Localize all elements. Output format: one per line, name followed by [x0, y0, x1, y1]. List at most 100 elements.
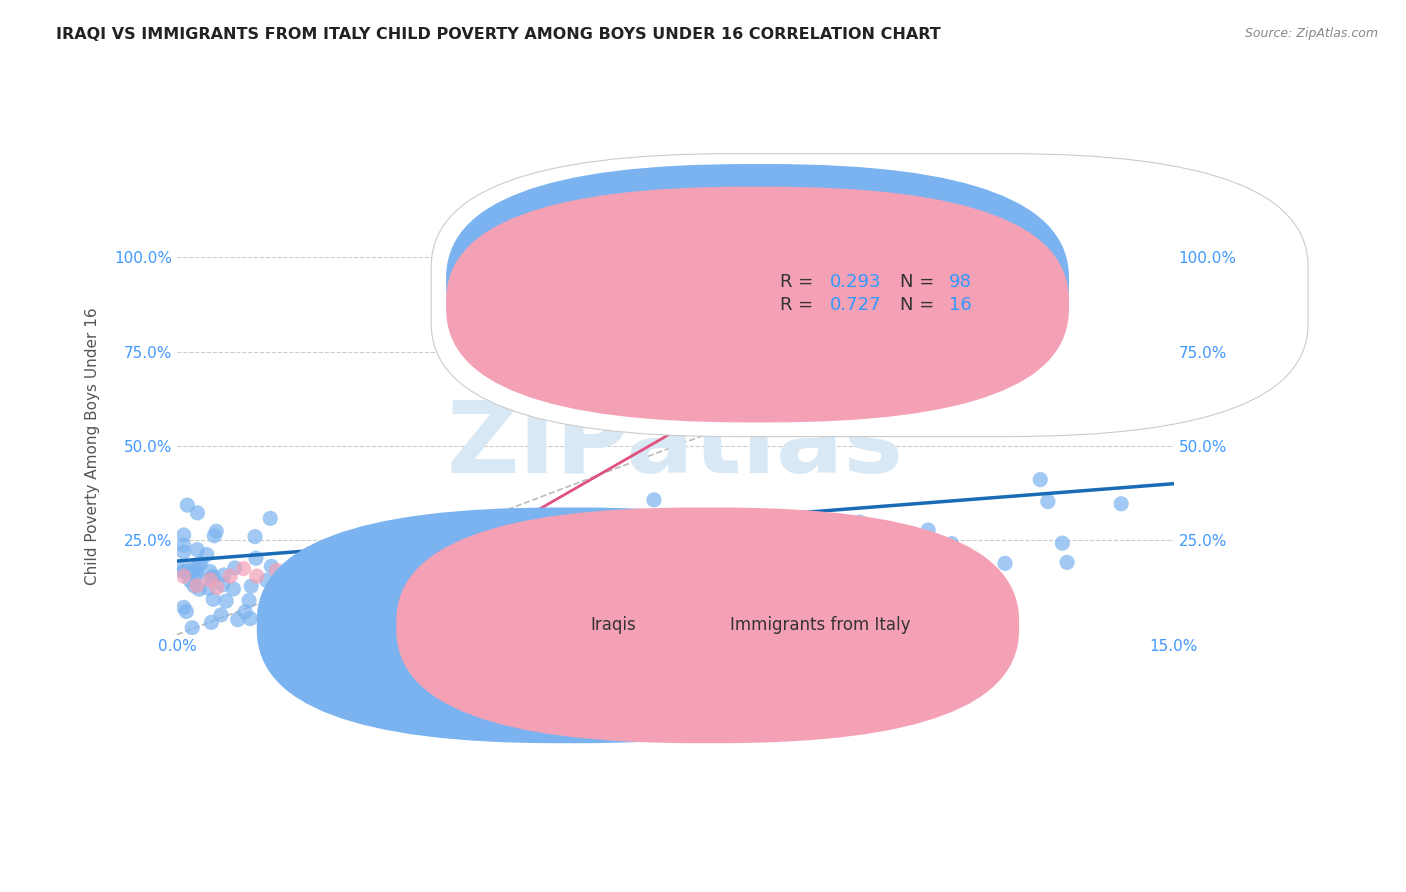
Iraqis — [328, 558, 350, 572]
Iraqis — [752, 519, 775, 533]
Iraqis — [239, 612, 262, 626]
Text: 0.727: 0.727 — [830, 295, 882, 314]
Text: Iraqis: Iraqis — [591, 616, 637, 634]
Immigrants from Italy — [246, 569, 269, 583]
Text: IRAQI VS IMMIGRANTS FROM ITALY CHILD POVERTY AMONG BOYS UNDER 16 CORRELATION CHA: IRAQI VS IMMIGRANTS FROM ITALY CHILD POV… — [56, 27, 941, 42]
Iraqis — [200, 615, 222, 630]
Iraqis — [256, 574, 278, 588]
Iraqis — [186, 506, 208, 520]
Immigrants from Italy — [512, 251, 534, 265]
Iraqis — [186, 569, 208, 583]
FancyBboxPatch shape — [432, 153, 1308, 436]
Iraqis — [190, 556, 212, 570]
Immigrants from Italy — [219, 569, 242, 583]
Iraqis — [215, 594, 238, 608]
Immigrants from Italy — [205, 581, 228, 595]
Iraqis — [256, 615, 278, 630]
Iraqis — [463, 560, 485, 574]
Iraqis — [173, 538, 195, 552]
Iraqis — [209, 607, 232, 622]
Text: Immigrants from Italy: Immigrants from Italy — [730, 616, 911, 634]
Iraqis — [366, 578, 388, 592]
Iraqis — [202, 529, 225, 543]
Iraqis — [606, 588, 628, 602]
Iraqis — [502, 614, 524, 628]
Iraqis — [202, 569, 225, 583]
Iraqis — [446, 556, 468, 570]
Iraqis — [328, 559, 350, 574]
Iraqis — [589, 541, 612, 556]
Iraqis — [330, 566, 353, 580]
Iraqis — [319, 578, 342, 592]
Text: ZIPatlas: ZIPatlas — [447, 398, 904, 494]
Iraqis — [1029, 473, 1052, 487]
Iraqis — [465, 567, 488, 582]
Iraqis — [181, 621, 204, 635]
Iraqis — [187, 558, 209, 572]
Iraqis — [240, 579, 263, 593]
Iraqis — [205, 524, 228, 539]
FancyBboxPatch shape — [446, 164, 1069, 400]
Iraqis — [297, 564, 319, 578]
Iraqis — [927, 559, 949, 574]
Iraqis — [378, 602, 401, 616]
Immigrants from Italy — [298, 571, 321, 585]
Immigrants from Italy — [186, 578, 208, 592]
Iraqis — [288, 582, 311, 596]
Immigrants from Italy — [173, 569, 195, 583]
Iraqis — [224, 561, 246, 575]
Text: 98: 98 — [949, 273, 973, 291]
Iraqis — [430, 596, 453, 610]
Text: Source: ZipAtlas.com: Source: ZipAtlas.com — [1244, 27, 1378, 40]
Iraqis — [344, 580, 367, 594]
Iraqis — [342, 540, 364, 554]
Iraqis — [212, 568, 235, 582]
Immigrants from Italy — [418, 574, 440, 589]
Iraqis — [1036, 494, 1059, 508]
Iraqis — [173, 600, 195, 615]
Immigrants from Italy — [266, 564, 288, 578]
Text: R =: R = — [780, 295, 818, 314]
Iraqis — [391, 577, 413, 591]
Iraqis — [173, 528, 195, 542]
Text: N =: N = — [900, 273, 939, 291]
Iraqis — [173, 565, 195, 579]
Iraqis — [200, 571, 222, 585]
Iraqis — [238, 593, 260, 607]
Iraqis — [243, 530, 266, 544]
Text: 0.293: 0.293 — [830, 273, 882, 291]
Immigrants from Italy — [478, 380, 501, 394]
Iraqis — [598, 528, 620, 542]
Iraqis — [183, 561, 205, 575]
Immigrants from Italy — [332, 566, 354, 580]
Iraqis — [222, 582, 245, 596]
Iraqis — [173, 545, 195, 559]
Iraqis — [274, 595, 297, 609]
Iraqis — [195, 548, 218, 562]
Iraqis — [1052, 536, 1074, 550]
Iraqis — [581, 545, 603, 559]
Immigrants from Italy — [200, 573, 222, 587]
Iraqis — [183, 579, 205, 593]
Iraqis — [186, 542, 208, 557]
Immigrants from Italy — [378, 573, 401, 587]
Iraqis — [245, 551, 267, 566]
Iraqis — [423, 590, 446, 604]
Iraqis — [624, 541, 647, 556]
Iraqis — [941, 536, 963, 550]
Iraqis — [441, 550, 464, 565]
Iraqis — [197, 581, 219, 595]
Iraqis — [181, 565, 204, 579]
Immigrants from Italy — [451, 525, 474, 540]
Iraqis — [849, 515, 872, 529]
Iraqis — [257, 627, 280, 641]
Iraqis — [211, 578, 233, 592]
Iraqis — [198, 565, 221, 579]
Text: R =: R = — [780, 273, 818, 291]
Iraqis — [643, 492, 665, 507]
Iraqis — [896, 526, 918, 541]
Iraqis — [917, 523, 939, 537]
Iraqis — [301, 550, 323, 565]
Iraqis — [173, 560, 195, 574]
Iraqis — [405, 538, 427, 552]
